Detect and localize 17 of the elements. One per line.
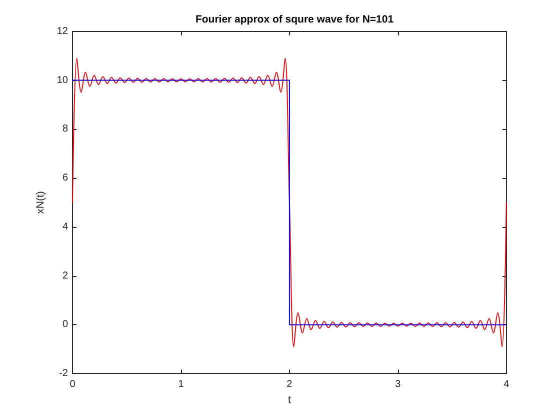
x-tick-label: 4: [504, 379, 510, 390]
x-axis-title: t: [288, 394, 291, 406]
y-tick-label: -2: [59, 368, 68, 380]
x-tick-label: 0: [70, 379, 76, 390]
line-series: [72, 58, 507, 348]
x-tick-label: 3: [395, 379, 402, 390]
y-tick-label: 8: [62, 124, 68, 135]
x-tick-label: 1: [178, 379, 184, 390]
x-tick-label: 2: [286, 379, 293, 390]
y-tick-label: 10: [56, 74, 68, 86]
chart-title: Fourier approx of squre wave for N=101: [195, 14, 394, 26]
y-tick-label: 4: [62, 221, 68, 232]
y-axis-title: xN(t): [34, 191, 46, 214]
y-tick-label: 6: [62, 172, 68, 184]
y-tick-label: 0: [62, 319, 68, 330]
y-tick-label: 12: [56, 26, 68, 37]
y-tick-label: 2: [62, 270, 68, 282]
